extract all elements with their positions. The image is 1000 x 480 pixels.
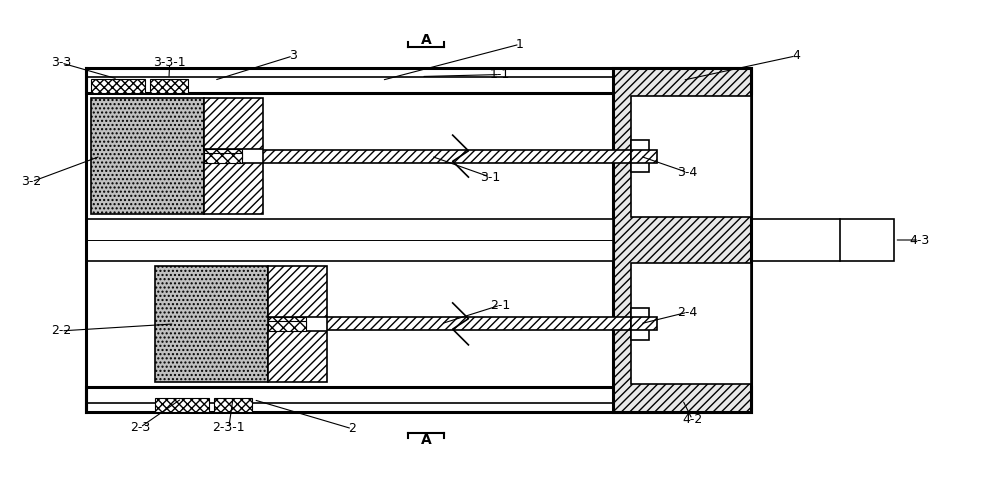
Text: 2-2: 2-2 (51, 324, 71, 337)
Bar (327, 317, 631, 330)
Text: 2: 2 (348, 422, 356, 435)
Bar (631, 264, 751, 384)
Text: 3-1: 3-1 (480, 170, 500, 183)
Text: A: A (421, 33, 431, 47)
Text: 4-2: 4-2 (682, 413, 702, 426)
Bar (631, 140, 649, 172)
Text: 4-3: 4-3 (909, 233, 929, 247)
Bar (86, 68, 751, 93)
Bar (840, 219, 894, 261)
Text: 3-2: 3-2 (21, 175, 42, 188)
Bar (204, 149, 242, 159)
Bar (86, 219, 613, 261)
Bar (214, 398, 252, 412)
Bar (204, 153, 242, 163)
Bar (268, 321, 306, 331)
Bar (263, 150, 631, 163)
Text: 3-3: 3-3 (51, 56, 71, 70)
Text: 1-1: 1-1 (490, 68, 510, 81)
Text: 4: 4 (792, 49, 800, 62)
Text: 3: 3 (289, 49, 297, 62)
Text: 2-3-1: 2-3-1 (213, 421, 245, 434)
Bar (631, 96, 751, 216)
Text: 3-4: 3-4 (677, 166, 697, 179)
Text: 3-3-1: 3-3-1 (153, 56, 186, 70)
Text: 2-4: 2-4 (677, 306, 697, 319)
Bar (86, 387, 751, 412)
Bar (631, 308, 649, 340)
Text: A: A (421, 433, 431, 447)
Bar (631, 150, 657, 163)
Bar (155, 398, 209, 412)
Bar (204, 163, 263, 215)
Bar (155, 265, 268, 382)
Bar (268, 317, 306, 327)
Bar (91, 98, 204, 215)
Bar (268, 331, 327, 382)
Text: 2-3: 2-3 (130, 421, 150, 434)
Bar (91, 79, 145, 93)
Bar (613, 68, 751, 412)
Bar (268, 265, 327, 317)
Bar (150, 79, 188, 93)
Text: 1: 1 (516, 38, 524, 51)
Bar (631, 317, 657, 330)
Text: 2-1: 2-1 (490, 299, 510, 312)
Bar (204, 98, 263, 149)
